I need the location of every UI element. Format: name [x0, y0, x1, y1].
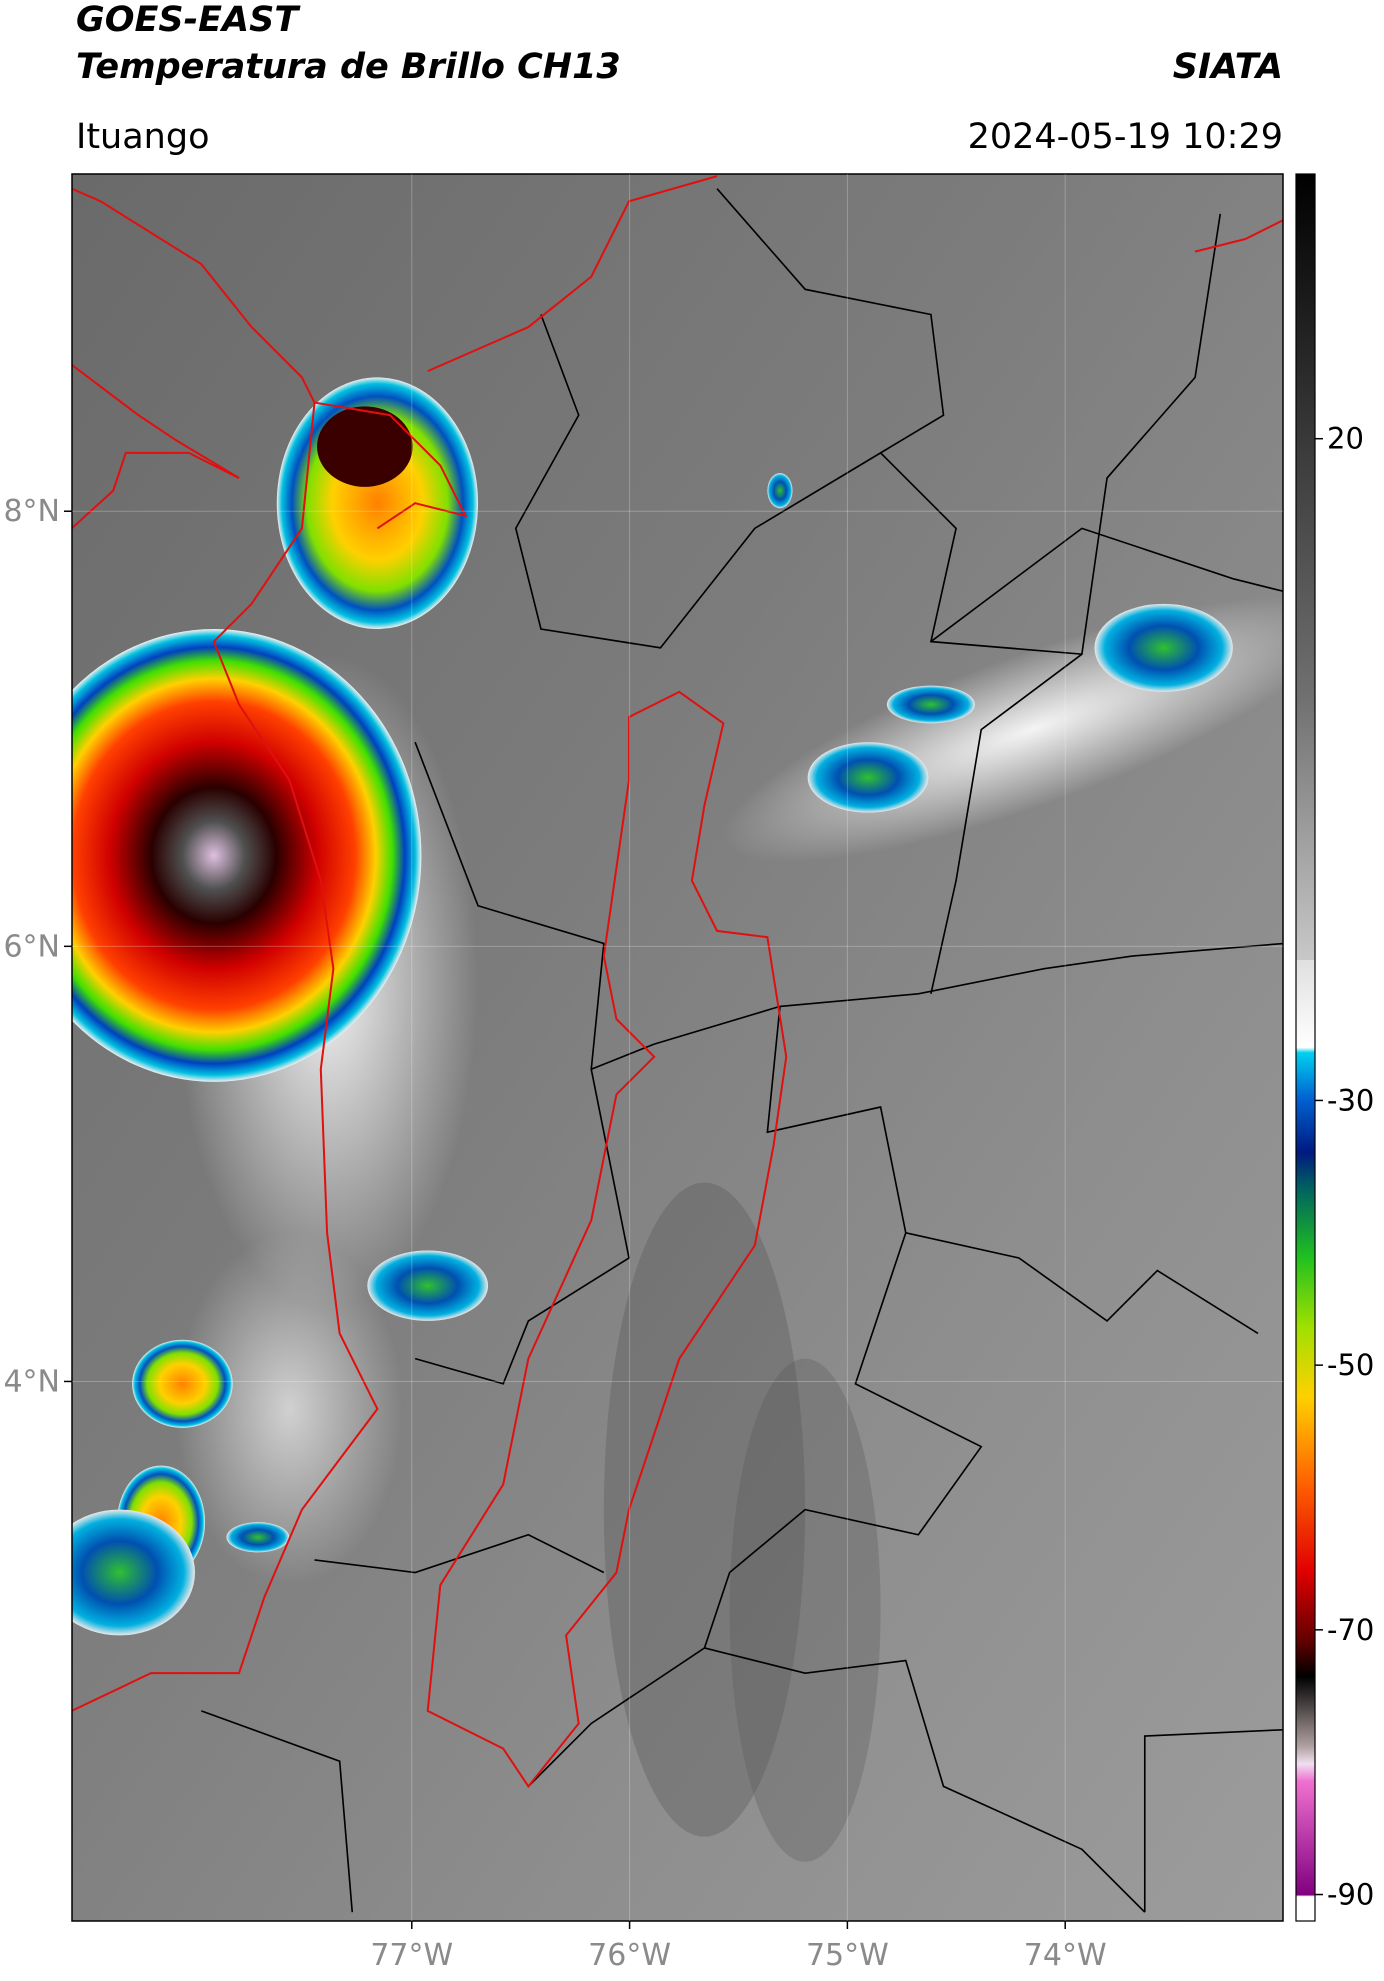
- lon-tick-label: 77°W: [370, 1938, 453, 1973]
- map-frame: [71, 173, 1284, 1922]
- colorbar: [1295, 173, 1316, 1922]
- brand: SIATA: [1173, 47, 1283, 87]
- lat-tick-label: 6°N: [3, 929, 60, 964]
- colorbar-tick-label: 20: [1327, 422, 1364, 456]
- colorbar-tick-label: -70: [1327, 1613, 1374, 1647]
- lon-tick-label: 75°W: [806, 1938, 889, 1973]
- lon-tick-label: 74°W: [1024, 1938, 1107, 1973]
- satellite-image: [72, 174, 1283, 1921]
- location: Ituango: [76, 117, 210, 157]
- colorbar-tick-label: -50: [1327, 1348, 1374, 1382]
- title: GOES-EAST: [76, 0, 301, 40]
- lat-tick-label: 8°N: [3, 494, 60, 529]
- colorbar-tick-label: -30: [1327, 1083, 1374, 1117]
- colorbar-tick-label: -90: [1327, 1878, 1374, 1912]
- datetime: 2024-05-19 10:29: [968, 117, 1283, 157]
- lon-tick-label: 76°W: [588, 1938, 671, 1973]
- lat-tick-label: 4°N: [3, 1364, 60, 1399]
- subtitle: Temperatura de Brillo CH13: [76, 47, 621, 87]
